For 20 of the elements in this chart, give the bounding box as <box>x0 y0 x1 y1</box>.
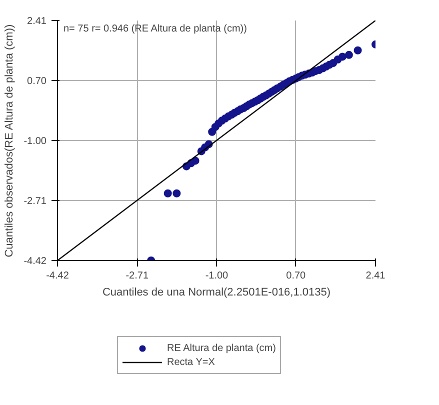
x-axis-title: Cuantiles de una Normal(2.2501E-016,1.0135) <box>102 286 331 298</box>
y-tick-label: -1.00 <box>24 136 47 147</box>
y-tick-label: 2.41 <box>27 16 47 27</box>
annotation: n= 75 r= 0.946 (RE Altura de planta (cm)) <box>64 24 247 34</box>
legend-label: Recta Y=X <box>167 356 215 369</box>
point <box>344 50 353 59</box>
x-tick-label: -2.71 <box>126 270 149 282</box>
y-axis-title: Cuantiles observados(RE Altura de planta (cm)) <box>4 24 16 258</box>
x-tick-label: 0.70 <box>286 270 306 282</box>
point <box>354 46 362 54</box>
x-tick-label: -4.42 <box>46 270 70 282</box>
x-tick-label: -1.00 <box>205 270 229 282</box>
y-tick-label: 0.70 <box>27 76 47 88</box>
legend-label: RE Altura de planta (cm) <box>167 342 276 355</box>
point <box>164 189 172 198</box>
point <box>172 189 181 198</box>
point <box>208 128 216 136</box>
x-tick-label: 2.41 <box>366 270 386 282</box>
y-tick-label: -4.42 <box>24 256 47 267</box>
y-tick-label: -2.71 <box>24 196 47 207</box>
